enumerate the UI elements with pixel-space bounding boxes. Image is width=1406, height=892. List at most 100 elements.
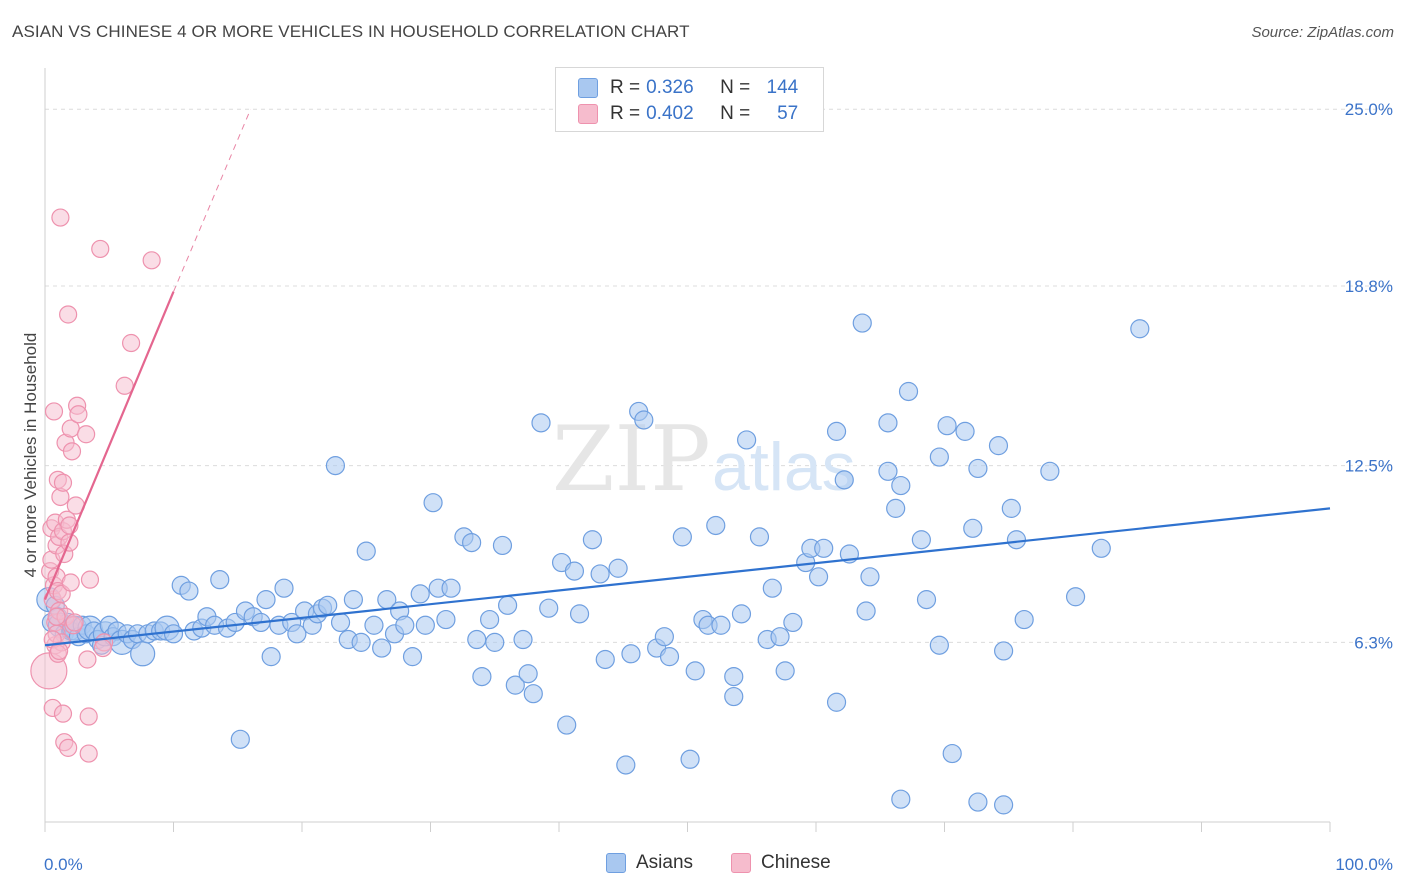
- legend-r-label: R =: [610, 77, 641, 98]
- asian-point: [621, 644, 641, 664]
- asian-point: [372, 638, 392, 658]
- asian-point: [230, 729, 250, 749]
- asian-point: [680, 749, 700, 769]
- asian-point: [608, 558, 628, 578]
- asian-point: [749, 527, 770, 547]
- asian-point: [783, 612, 803, 633]
- asian-point: [685, 661, 705, 681]
- asian-point: [261, 647, 281, 667]
- legend-row-asians: R = 0.326 N = 144: [578, 77, 798, 99]
- bottom-legend-asians-label: Asians: [636, 852, 694, 873]
- asian-point: [179, 581, 199, 601]
- chinese-trend-line: [43, 291, 175, 601]
- asian-point: [672, 527, 692, 547]
- asian-point: [898, 381, 919, 402]
- source-label: Source: ZipAtlas.com: [1251, 24, 1394, 41]
- asian-point: [441, 578, 461, 598]
- chinese-point: [79, 707, 98, 726]
- asian-point: [564, 561, 585, 581]
- asian-point: [130, 641, 156, 667]
- y-tick-label: 25.0%: [1345, 100, 1393, 119]
- asian-point: [351, 632, 371, 652]
- chinese-point: [62, 442, 82, 461]
- asian-point: [256, 590, 276, 610]
- asian-point: [423, 493, 443, 513]
- asian-point: [1130, 319, 1150, 339]
- asian-point: [711, 615, 731, 635]
- watermark-atlas: atlas: [712, 429, 856, 505]
- y-tick-label: 6.3%: [1354, 633, 1393, 652]
- asian-point: [878, 413, 898, 433]
- asian-point: [480, 609, 500, 630]
- asian-point: [826, 692, 847, 712]
- x-tick-label: 0.0%: [44, 855, 83, 874]
- asians-trend-line: [44, 507, 1331, 647]
- asian-point: [834, 470, 854, 490]
- asian-point: [616, 755, 636, 775]
- asian-point: [814, 538, 834, 558]
- asian-point: [287, 624, 307, 644]
- asian-point: [968, 458, 988, 479]
- asian-point: [492, 535, 513, 556]
- asian-point: [569, 604, 590, 624]
- chinese-point: [78, 650, 97, 669]
- legend-swatch-asians: [578, 78, 598, 98]
- asian-point: [737, 430, 757, 450]
- asian-point: [518, 664, 538, 684]
- asian-point: [929, 447, 949, 467]
- asian-point: [590, 564, 610, 584]
- asian-point: [929, 635, 949, 655]
- bottom-legend-chinese: Chinese: [731, 852, 831, 874]
- asian-point: [762, 578, 782, 598]
- asian-point: [968, 792, 988, 812]
- chinese-point: [51, 208, 70, 227]
- asian-point: [274, 578, 294, 598]
- legend-n-label: N =: [720, 103, 751, 124]
- y-tick-label: 12.5%: [1345, 457, 1393, 476]
- legend-r-value: 0.326: [646, 77, 694, 98]
- legend: R = 0.326 N = 144 R = 0.402 N = 57: [555, 67, 824, 132]
- legend-row-chinese: R = 0.402 N = 57: [578, 103, 798, 125]
- watermark-zip: ZIP: [552, 407, 711, 512]
- asian-point: [485, 632, 505, 652]
- chinese-point: [91, 239, 110, 259]
- chinese-point: [93, 638, 112, 658]
- asian-point: [467, 629, 487, 650]
- axes: [44, 68, 1331, 832]
- chinese-point: [142, 251, 161, 270]
- asian-point: [994, 641, 1014, 661]
- asian-point: [1065, 587, 1086, 607]
- grid-lines: [45, 108, 1392, 643]
- chinese-point: [47, 607, 66, 626]
- asian-point: [402, 647, 423, 667]
- legend-n-value: 144: [766, 77, 799, 98]
- asians-points: [36, 313, 1150, 815]
- chinese-point: [53, 704, 73, 723]
- asian-point: [472, 666, 492, 687]
- asian-point: [395, 615, 415, 635]
- asian-point: [963, 518, 983, 538]
- asian-point: [634, 410, 654, 430]
- asian-point: [706, 515, 726, 536]
- chinese-point: [61, 573, 80, 592]
- asian-point: [595, 649, 615, 670]
- asian-point: [942, 743, 962, 764]
- asian-point: [210, 570, 230, 590]
- asian-point: [1091, 538, 1111, 558]
- asian-point: [916, 590, 937, 610]
- chinese-point: [44, 402, 64, 421]
- chinese-point: [69, 405, 88, 424]
- chinese-points: [30, 208, 161, 763]
- asian-point: [988, 436, 1009, 456]
- chinese-point: [80, 570, 100, 589]
- chinese-point: [77, 425, 96, 444]
- y-tick-label: 18.8%: [1345, 277, 1393, 296]
- asian-point: [1040, 461, 1060, 481]
- chinese-point: [59, 738, 78, 757]
- asian-point: [770, 627, 790, 647]
- legend-n-label: N =: [720, 77, 751, 98]
- chinese-point: [50, 641, 69, 661]
- asian-point: [659, 647, 680, 667]
- tick-labels: 6.3% 12.5% 18.8% 25.0% 0.0% 100.0%: [44, 100, 1393, 874]
- watermark: ZIP atlas: [552, 407, 856, 512]
